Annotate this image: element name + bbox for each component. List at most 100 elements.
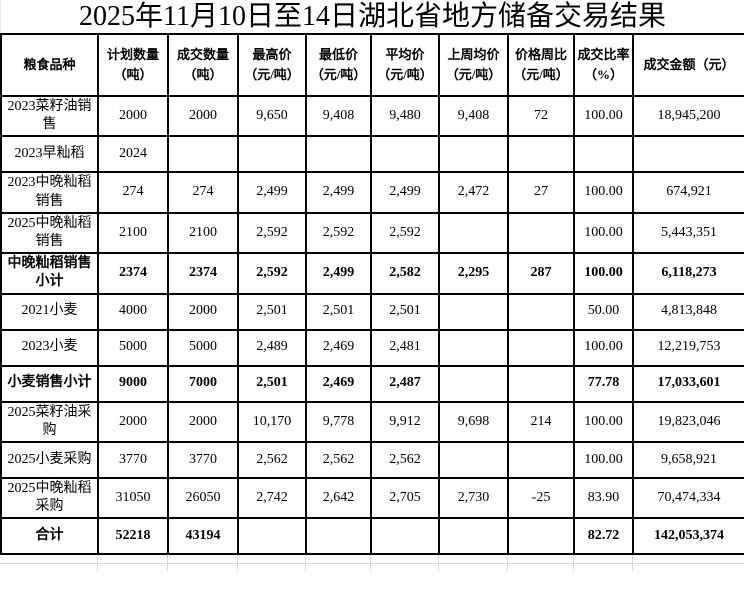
table-cell[interactable] (370, 517, 440, 556)
column-header[interactable]: 平均价 （元/吨） (370, 33, 440, 97)
table-cell[interactable]: 2,501 (237, 364, 307, 403)
table-cell[interactable] (507, 211, 575, 255)
table-cell[interactable]: 2374 (167, 252, 239, 295)
table-cell[interactable]: -25 (507, 476, 575, 520)
table-cell[interactable]: 2,501 (305, 292, 372, 331)
table-cell[interactable]: 26050 (167, 476, 239, 520)
table-cell[interactable]: 77.78 (573, 364, 634, 403)
table-cell[interactable]: 2000 (167, 292, 239, 331)
table-cell[interactable]: 100.00 (573, 400, 634, 443)
table-cell[interactable]: 2025菜籽油采购 (0, 400, 99, 443)
table-cell[interactable]: 2,592 (370, 211, 440, 255)
table-cell[interactable]: 274 (167, 171, 239, 214)
table-cell[interactable]: 10,170 (237, 400, 307, 443)
table-cell[interactable]: 2100 (97, 211, 169, 255)
table-cell[interactable] (438, 211, 509, 255)
table-cell[interactable] (507, 517, 575, 556)
table-cell[interactable]: 中晚籼稻销售小计 (0, 252, 99, 295)
table-cell[interactable]: 9,658,921 (632, 440, 744, 479)
table-cell[interactable]: 9,778 (305, 400, 372, 443)
table-cell[interactable]: 合计 (0, 517, 99, 556)
table-cell[interactable] (237, 517, 307, 556)
table-cell[interactable] (370, 135, 440, 174)
table-cell[interactable]: 5000 (167, 328, 239, 367)
table-cell[interactable] (438, 440, 509, 479)
table-cell[interactable]: 2,562 (370, 440, 440, 479)
table-cell[interactable]: 9,698 (438, 400, 509, 443)
table-cell[interactable]: 100.00 (573, 171, 634, 214)
table-cell[interactable]: 2000 (97, 94, 169, 138)
table-cell[interactable] (305, 517, 372, 556)
table-cell[interactable]: 2,487 (370, 364, 440, 403)
table-cell[interactable]: 674,921 (632, 171, 744, 214)
column-header[interactable]: 成交金额（元） (632, 33, 744, 97)
table-cell[interactable] (507, 440, 575, 479)
table-cell[interactable]: 9,650 (237, 94, 307, 138)
table-cell[interactable]: 2,501 (237, 292, 307, 331)
table-cell[interactable]: 142,053,374 (632, 517, 744, 556)
table-cell[interactable]: 100.00 (573, 328, 634, 367)
table-cell[interactable]: 2374 (97, 252, 169, 295)
table-cell[interactable]: 2,562 (237, 440, 307, 479)
table-cell[interactable]: 9,408 (305, 94, 372, 138)
table-cell[interactable]: 82.72 (573, 517, 634, 556)
table-cell[interactable]: 5,443,351 (632, 211, 744, 255)
table-cell[interactable]: 2,592 (237, 252, 307, 295)
column-header[interactable]: 成交数量 （吨） (167, 33, 239, 97)
table-cell[interactable]: 2025中晚籼稻销售 (0, 211, 99, 255)
table-cell[interactable] (632, 135, 744, 174)
table-cell[interactable]: 70,474,334 (632, 476, 744, 520)
table-cell[interactable]: 4,813,848 (632, 292, 744, 331)
table-cell[interactable]: 2000 (167, 94, 239, 138)
table-cell[interactable]: 2,562 (305, 440, 372, 479)
table-cell[interactable]: 2,499 (237, 171, 307, 214)
column-header[interactable]: 最低价 （元/吨） (305, 33, 372, 97)
table-cell[interactable]: 31050 (97, 476, 169, 520)
table-cell[interactable]: 4000 (97, 292, 169, 331)
table-cell[interactable] (305, 135, 372, 174)
table-cell[interactable]: 72 (507, 94, 575, 138)
table-cell[interactable]: 100.00 (573, 211, 634, 255)
table-cell[interactable]: 2100 (167, 211, 239, 255)
table-cell[interactable] (507, 364, 575, 403)
table-cell[interactable]: 2025中晚籼稻采购 (0, 476, 99, 520)
table-cell[interactable]: 43194 (167, 517, 239, 556)
table-cell[interactable]: 9000 (97, 364, 169, 403)
table-cell[interactable]: 2000 (97, 400, 169, 443)
table-cell[interactable]: 100.00 (573, 440, 634, 479)
table-cell[interactable]: 2,489 (237, 328, 307, 367)
table-cell[interactable]: 2,295 (438, 252, 509, 295)
table-cell[interactable]: 2000 (167, 400, 239, 443)
table-cell[interactable]: 2021小麦 (0, 292, 99, 331)
table-cell[interactable]: 2023早籼稻 (0, 135, 99, 174)
table-cell[interactable] (438, 292, 509, 331)
table-cell[interactable]: 2,481 (370, 328, 440, 367)
table-cell[interactable]: 2,499 (370, 171, 440, 214)
table-cell[interactable]: 2023菜籽油销售 (0, 94, 99, 138)
table-cell[interactable]: 2,499 (305, 171, 372, 214)
table-cell[interactable]: 9,480 (370, 94, 440, 138)
table-cell[interactable]: 2,592 (305, 211, 372, 255)
table-cell[interactable]: 2023中晚籼稻销售 (0, 171, 99, 214)
table-cell[interactable] (438, 135, 509, 174)
table-cell[interactable]: 3770 (97, 440, 169, 479)
table-cell[interactable]: 2,592 (237, 211, 307, 255)
table-cell[interactable]: 2,499 (305, 252, 372, 295)
column-header[interactable]: 计划数量 （吨） (97, 33, 169, 97)
table-cell[interactable]: 214 (507, 400, 575, 443)
column-header[interactable]: 上周均价 （元/吨） (438, 33, 509, 97)
table-cell[interactable] (237, 135, 307, 174)
table-cell[interactable]: 7000 (167, 364, 239, 403)
table-cell[interactable]: 287 (507, 252, 575, 295)
table-cell[interactable] (438, 364, 509, 403)
table-cell[interactable]: 274 (97, 171, 169, 214)
column-header[interactable]: 粮食品种 (0, 33, 99, 97)
table-cell[interactable]: 2,469 (305, 364, 372, 403)
table-cell[interactable] (573, 135, 634, 174)
table-cell[interactable]: 9,408 (438, 94, 509, 138)
table-cell[interactable]: 2,501 (370, 292, 440, 331)
table-cell[interactable]: 2023小麦 (0, 328, 99, 367)
table-cell[interactable]: 12,219,753 (632, 328, 744, 367)
table-cell[interactable]: 2024 (97, 135, 169, 174)
table-cell[interactable] (438, 328, 509, 367)
